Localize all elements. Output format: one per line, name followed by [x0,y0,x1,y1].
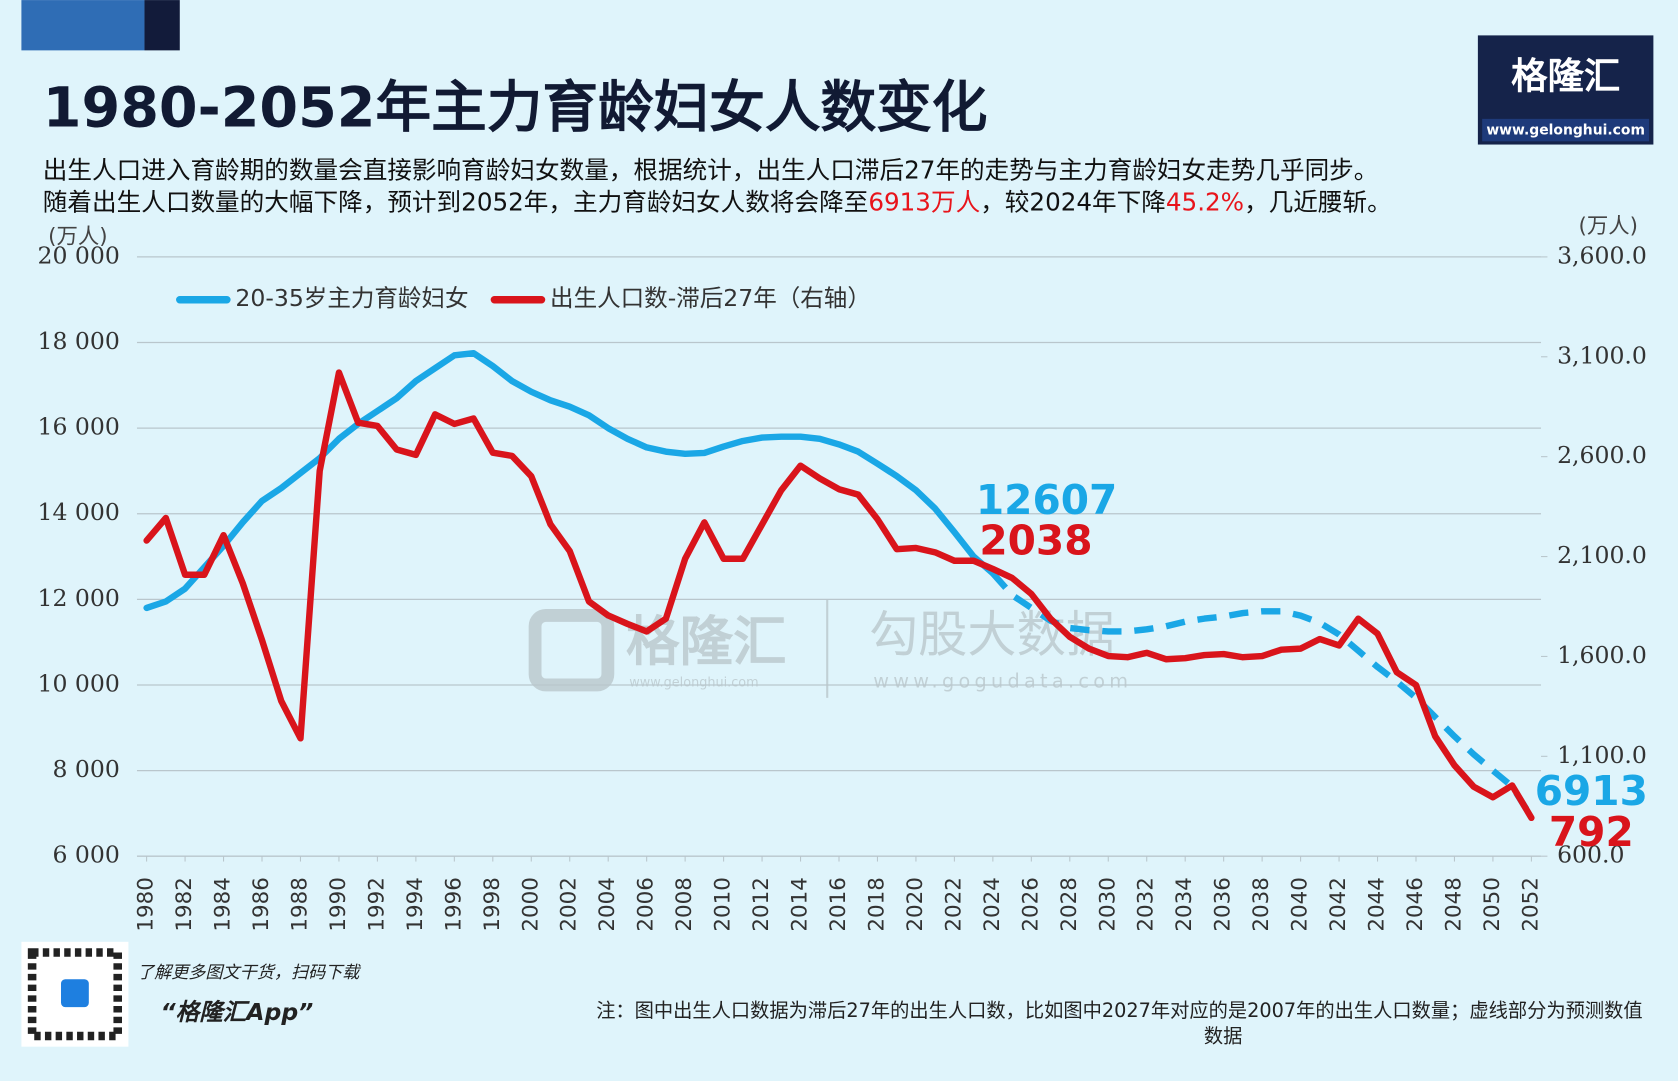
x-tick-label: 2048 [1441,877,1466,931]
x-tick-label: 2008 [672,877,697,931]
subtitle-part: ，较2024年下降 [980,187,1166,216]
series-line [143,369,1535,822]
qr-pattern [27,948,122,1041]
x-tick-label: 2034 [1172,877,1197,931]
x-tick-label: 2042 [1326,877,1351,931]
x-tick-label: 1982 [172,877,197,931]
x-tick-label: 1998 [480,877,505,931]
x-tick-label: 2040 [1288,877,1313,931]
x-tick-label: 1992 [364,877,389,931]
x-tick-label: 2024 [980,877,1005,931]
data-label: 792 [1549,808,1634,856]
x-tick-label: 2006 [634,877,659,931]
y-tick-label: 10 000 [38,669,120,697]
subtitle-part: 出生人口进入育龄期的数量会直接影响育龄妇女数量，根据统计，出生人口滞后27年的走… [43,155,1379,184]
x-tick-label: 2050 [1480,877,1505,931]
qr-caption: 了解更多图文干货，扫码下载 [137,963,361,983]
subtitle-part: 6913万人 [868,187,980,216]
y2-tick-label: 2,100.0 [1557,541,1647,569]
chart-title: 1980-2052年主力育龄妇女人数变化 [43,75,988,140]
y2-tick-label: 2,600.0 [1557,441,1647,469]
x-tick-label: 2030 [1095,877,1120,931]
y2-tick-label: 3,600.0 [1557,241,1647,269]
x-tick-label: 2044 [1365,877,1390,931]
corner-bar [144,0,180,51]
legend-label: 出生人口数-滞后27年（右轴） [550,284,871,312]
y2-tick-label: 1,100.0 [1557,741,1647,769]
logo-strip [1482,118,1650,142]
x-tick-label: 2016 [826,877,851,931]
x-tick-label: 1994 [403,877,428,931]
x-tick-label: 2026 [1018,877,1043,931]
x-tick-label: 1996 [441,877,466,931]
x-tick-label: 2010 [711,877,736,931]
watermark: 格隆汇 www.gelonghui.com 勾股大数据 www.gogudata… [528,599,1132,698]
y-tick-label: 14 000 [38,498,120,526]
subtitle-part: 45.2% [1166,187,1244,216]
x-tick-label: 2000 [518,877,543,931]
x-tick-label: 1990 [326,877,351,931]
watermark-text: 格隆汇 [626,610,786,673]
y-tick-label: 6 000 [52,841,119,869]
y-tick-label: 16 000 [38,413,120,441]
x-tick-label: 1980 [134,877,159,931]
y-tick-label: 8 000 [52,755,119,783]
x-tick-label: 2014 [788,877,813,931]
watermark-text: 勾股大数据 [869,605,1115,663]
x-tick-label: 2002 [557,877,582,931]
app-name: “格隆汇App” [161,998,314,1026]
x-tick-label: 1984 [211,877,236,931]
data-label: 12607 [976,476,1117,524]
subtitle-part: 随着出生人口数量的大幅下降，预计到2052年，主力育龄妇女人数将会降至 [43,187,869,216]
subtitle: 随着出生人口数量的大幅下降，预计到2052年，主力育龄妇女人数将会降至6913万… [43,187,1392,216]
data-label: 2038 [979,517,1092,565]
y2-tick-label: 600.0 [1557,841,1624,869]
subtitle-part: ，几近腰斩。 [1244,187,1392,216]
y2-tick-label: 1,600.0 [1557,641,1647,669]
corner-bar [21,0,145,51]
y-tick-label: 18 000 [38,327,120,355]
series-line [990,571,1535,819]
x-tick-label: 2046 [1403,877,1428,931]
note: 注：图中出生人口数据为滞后27年的出生人口数，比如图中2027年对应的是2007… [596,999,1642,1022]
x-tick-label: 2036 [1211,877,1236,931]
watermark-text: www.gogudata.com [873,669,1132,692]
y2-tick-label: 3,100.0 [1557,341,1647,369]
x-tick-label: 1986 [249,877,274,931]
x-tick-label: 2012 [749,877,774,931]
y-tick-label: 12 000 [38,584,120,612]
x-tick-label: 1988 [287,877,312,931]
x-tick-label: 2004 [595,877,620,931]
legend-label: 20-35岁主力育龄妇女 [235,284,468,312]
x-tick-label: 2032 [1134,877,1159,931]
series-line [143,350,997,612]
note: 数据 [1204,1025,1243,1048]
y-tick-label: 20 000 [38,241,120,269]
data-label: 6913 [1535,767,1648,815]
logo: 格隆汇 [1511,55,1620,98]
x-tick-label: 2038 [1249,877,1274,931]
x-tick-label: 2020 [903,877,928,931]
y-axis-label: (万人) [48,225,107,250]
x-tick-label: 2052 [1518,877,1543,931]
logo-url: www.gelonghui.com [1486,123,1645,139]
qr-logo [60,979,89,1008]
watermark-text: www.gelonghui.com [629,675,758,690]
x-tick-label: 2028 [1057,877,1082,931]
x-tick-label: 2022 [941,877,966,931]
y2-axis-label: (万人) [1578,214,1637,239]
subtitle: 出生人口进入育龄期的数量会直接影响育龄妇女数量，根据统计，出生人口滞后27年的走… [43,155,1379,184]
x-tick-label: 2018 [864,877,889,931]
